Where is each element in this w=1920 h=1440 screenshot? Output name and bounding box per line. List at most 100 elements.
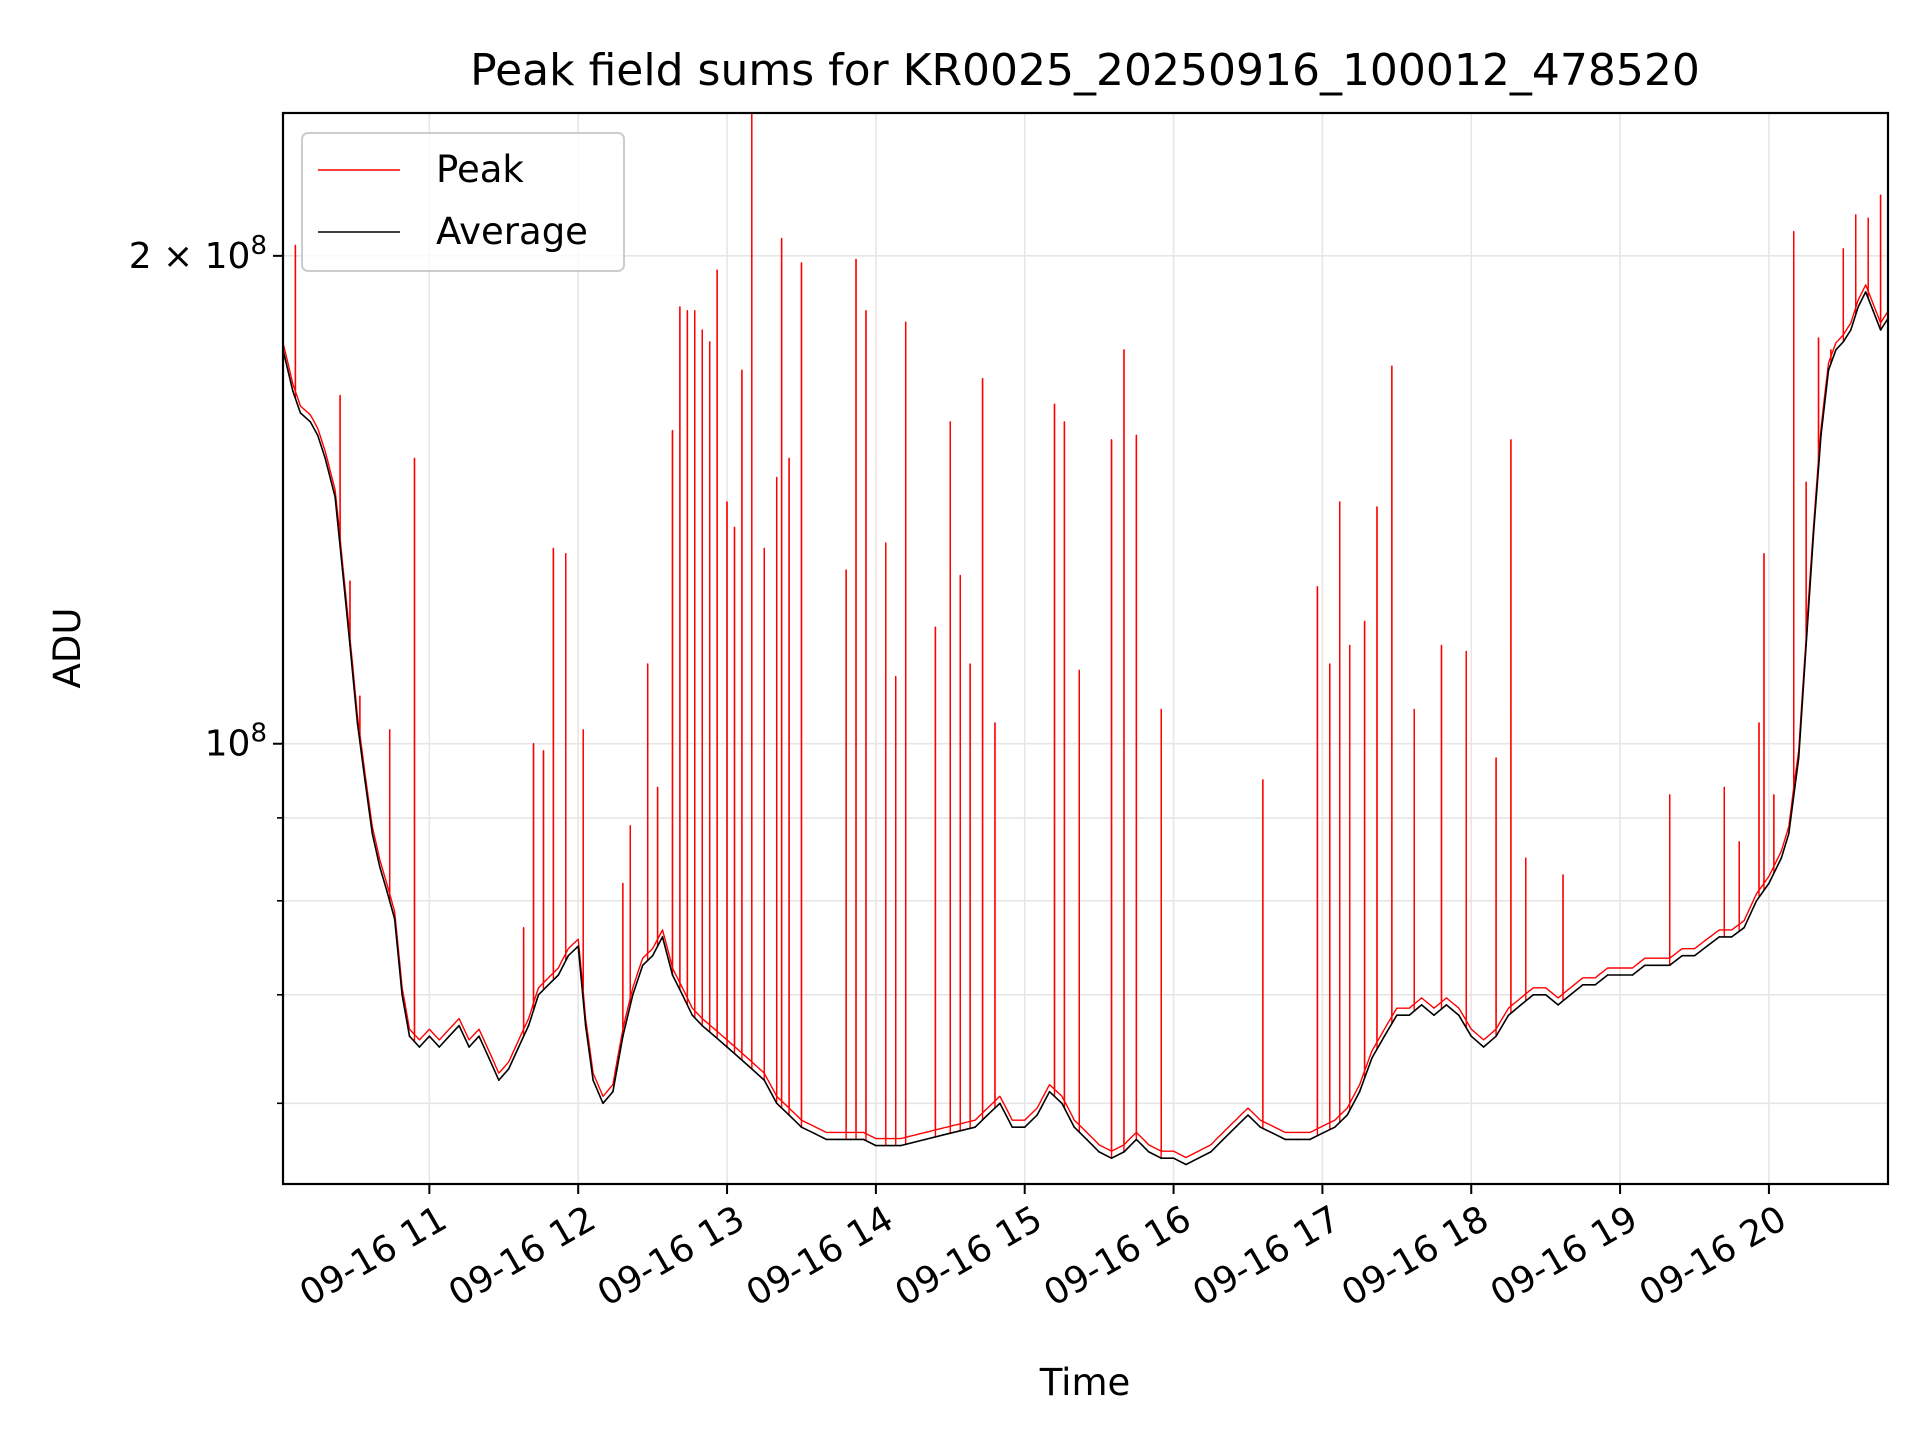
average-point [349,644,351,647]
average-point [1788,832,1790,835]
average-point [701,1024,703,1027]
average-point [1842,341,1845,343]
average-point [1011,1126,1014,1128]
plot-frame [281,111,1890,1186]
average-point [825,1138,828,1141]
average-point [577,945,579,947]
average-point [691,1014,694,1016]
average-point [378,865,381,868]
average-point [751,1068,753,1070]
average-point [850,1138,852,1141]
average-point [418,1046,421,1048]
average-point [974,1126,976,1128]
average-point [527,1024,530,1027]
average-point [1827,369,1830,372]
average-point [299,412,302,414]
average-point [592,1079,594,1081]
average-point [1036,1114,1038,1116]
average-point [567,954,570,957]
average-point [488,1057,490,1059]
average-point [1532,994,1535,996]
average-point [1210,1151,1212,1153]
average-point [1346,1114,1348,1116]
average-point [1820,434,1822,437]
average-point [292,390,294,393]
average-point [1433,1014,1435,1016]
average-point [763,1079,766,1081]
average-point [478,1035,480,1037]
average-point [1668,964,1671,967]
average-point [1073,1126,1076,1128]
average-point [386,891,389,893]
average-point [813,1132,815,1134]
average-point [788,1114,790,1116]
average-point [364,779,366,781]
average-point [1123,1151,1125,1153]
average-point [1396,1014,1398,1016]
grid [283,113,1888,1184]
average-point [1135,1138,1138,1141]
average-point [584,1024,587,1027]
average-point [1048,1090,1051,1093]
y-axis-label: ADU [46,608,89,689]
average-point [324,457,327,460]
average-point [438,1046,441,1048]
average-point [468,1046,470,1048]
average-point [1569,994,1572,996]
average-point [1681,954,1683,957]
average-point [1879,329,1882,331]
y-axis: 2 × 108 108 [129,231,283,1105]
average-point [334,496,336,498]
average-point [393,917,396,920]
average-point [316,434,319,437]
average-point [681,994,684,996]
average-point [1371,1057,1373,1059]
legend: Peak Average [301,132,625,272]
average-point [713,1035,716,1037]
average-point [986,1114,989,1116]
average-point [1197,1157,1200,1159]
average-point [1458,1014,1460,1016]
average-point [1850,329,1852,331]
legend-label-average: Average [436,210,588,253]
average-point [862,1138,865,1141]
average-point [875,1144,877,1147]
average-point [448,1035,451,1037]
average-point [1098,1151,1100,1153]
average-point [428,1035,431,1037]
average-point [458,1024,460,1027]
average-point [999,1102,1001,1105]
chart-title: Peak field sums for KR0025_20250916_1000… [470,45,1700,96]
series-layer [282,112,1889,1166]
average-point [1797,757,1800,759]
average-point [1023,1126,1026,1128]
average-point [1812,531,1815,534]
average-point [622,1035,624,1037]
average-point [1835,349,1837,351]
average-point [498,1079,500,1081]
average-point [401,994,403,996]
average-point [1284,1138,1286,1141]
average-point [557,974,560,976]
average-point [651,954,654,957]
average-point [1557,1004,1559,1006]
average-point [1321,1132,1324,1134]
average-point [341,569,344,571]
average-point [1247,1114,1249,1116]
legend-label-peak: Peak [436,148,524,191]
y-tick-label: 108 [205,719,267,765]
average-point [671,974,674,976]
average-point [1544,994,1547,996]
average-point [1420,1004,1423,1006]
average-point [517,1046,520,1048]
average-point [1582,984,1584,986]
average-point [949,1132,952,1134]
average-point [1706,945,1708,947]
average-point [1259,1126,1262,1128]
y-tick-label: 2 × 108 [129,231,267,277]
average-point [1780,857,1783,859]
average-point [1061,1102,1063,1105]
average-point [837,1138,840,1141]
average-point [537,994,540,996]
x-axis-label: Time [1039,1361,1131,1404]
